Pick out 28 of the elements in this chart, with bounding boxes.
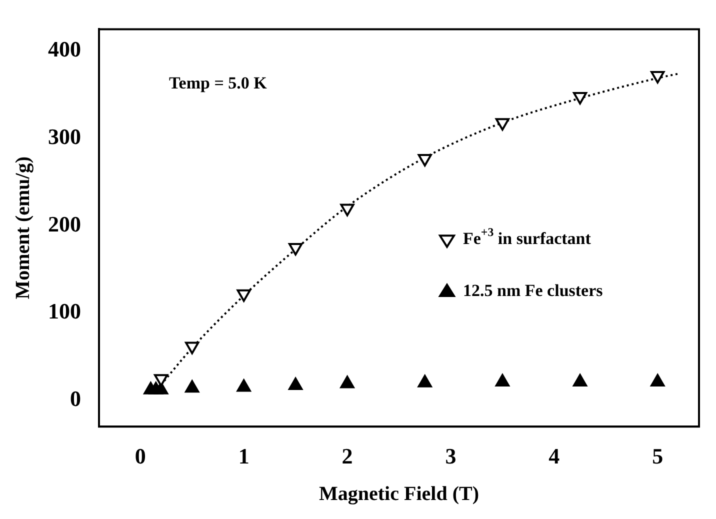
x-tick-label: 0 bbox=[134, 443, 146, 468]
point bbox=[418, 154, 432, 166]
y-tick-label: 100 bbox=[48, 298, 81, 324]
y-tick-label: 200 bbox=[48, 211, 81, 236]
point bbox=[495, 118, 510, 131]
x-axis-title: Magnetic Field (T) bbox=[319, 483, 479, 506]
y-tick-label: 0 bbox=[70, 386, 81, 412]
point bbox=[236, 379, 251, 392]
point bbox=[418, 374, 432, 388]
y-tick-label: 300 bbox=[48, 124, 81, 150]
point bbox=[650, 70, 665, 84]
y-tick-label: 400 bbox=[48, 36, 81, 62]
legend-label: 12.5 nm Fe clusters bbox=[463, 281, 604, 300]
x-tick-label: 1 bbox=[238, 443, 250, 468]
point bbox=[572, 374, 588, 387]
x-tick-label: 4 bbox=[548, 443, 560, 468]
point bbox=[185, 380, 200, 393]
point bbox=[340, 376, 354, 388]
annotation: Temp = 5.0 K bbox=[169, 74, 268, 93]
point bbox=[340, 204, 354, 216]
x-tick-label: 3 bbox=[445, 443, 456, 468]
point bbox=[288, 378, 303, 390]
x-tick-label: 2 bbox=[342, 443, 353, 468]
point bbox=[650, 374, 665, 387]
point bbox=[495, 374, 510, 387]
x-tick-label: 5 bbox=[652, 443, 664, 468]
y-axis-title: Moment (emu/g) bbox=[12, 156, 34, 300]
point bbox=[572, 92, 588, 104]
